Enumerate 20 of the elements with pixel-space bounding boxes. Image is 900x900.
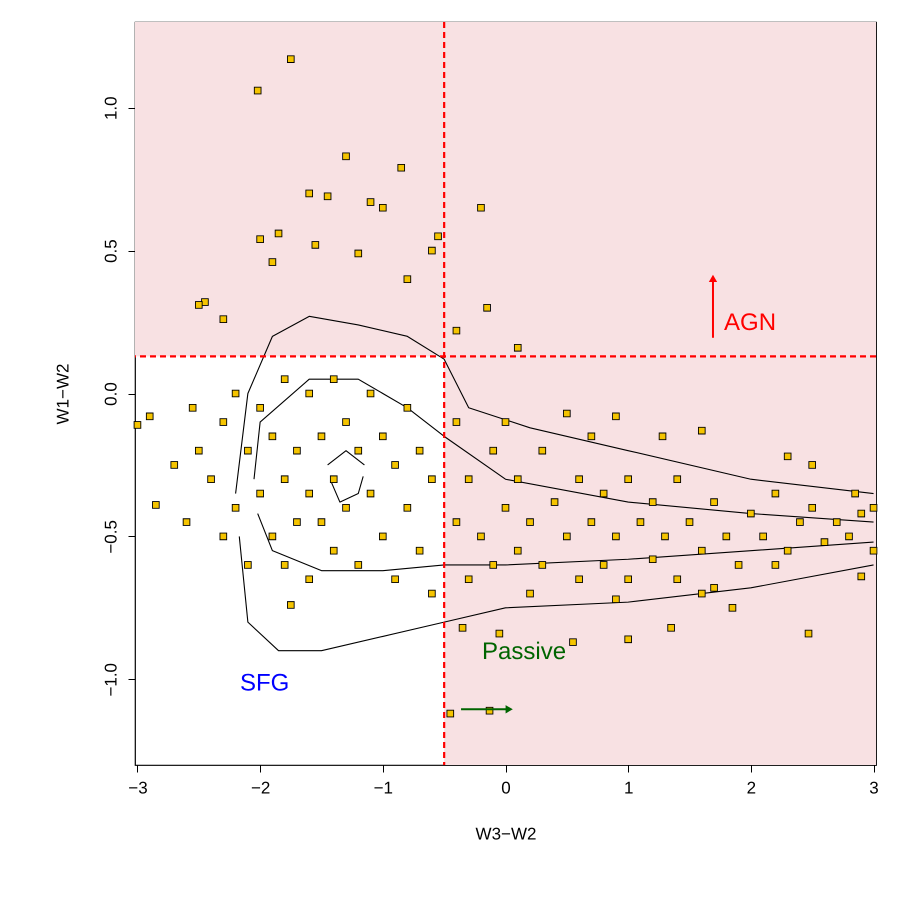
annotation: SFG (240, 669, 290, 696)
y-tick-label: −0.5 (102, 520, 120, 554)
x-tick-label: 0 (501, 778, 511, 798)
y-tick-label: 1.0 (102, 96, 120, 120)
x-axis-title: W3−W2 (476, 824, 536, 844)
line-series (330, 476, 364, 503)
x-tick-label: 1 (624, 778, 634, 798)
y-axis-title: W1−W2 (54, 364, 72, 424)
x-tick-label: 2 (746, 778, 756, 798)
annotation: Passive (482, 638, 566, 666)
y-tick-label: 0.5 (102, 239, 120, 263)
x-tick-label: −1 (374, 778, 394, 798)
y-tick-label: 0.0 (102, 382, 120, 406)
y-tick-label: −1.0 (102, 662, 120, 697)
x-tick-label: −2 (250, 778, 270, 798)
x-tick-label: −3 (128, 778, 148, 798)
annotation: AGN (724, 308, 776, 336)
line-series (257, 512, 874, 572)
line-series (253, 378, 874, 523)
x-tick-label: 3 (869, 778, 879, 798)
